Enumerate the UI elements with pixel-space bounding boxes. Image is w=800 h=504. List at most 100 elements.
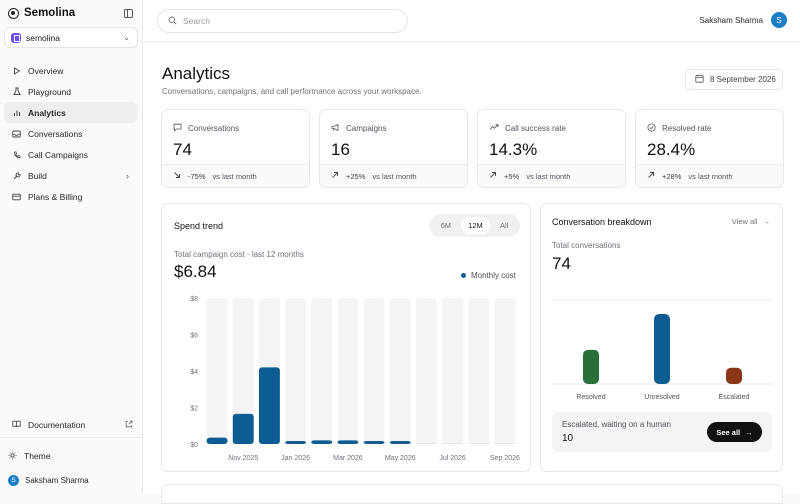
stat-card-conversations: Conversations 74 -75% vs last month: [161, 109, 310, 188]
stat-footer: +28% vs last month: [636, 164, 783, 187]
stat-footer: -75% vs last month: [162, 164, 309, 187]
bar: [285, 441, 307, 444]
sidebar-item-overview[interactable]: Overview: [4, 60, 137, 81]
x-tick-label: Jan 2026: [281, 455, 310, 462]
trend-up-right-icon: [489, 171, 497, 181]
date-picker-button[interactable]: 8 September 2026: [685, 69, 783, 90]
arrow-right-icon: →: [745, 427, 753, 437]
bar-track: [494, 298, 516, 444]
range-6m[interactable]: 6M: [440, 221, 452, 230]
bar-chart-icon: [12, 109, 21, 117]
stat-value: 74: [173, 140, 192, 159]
sidebar-item-label: Analytics: [28, 107, 66, 118]
bar-track: [389, 298, 411, 444]
workspace-switcher[interactable]: semolina ⌄: [4, 27, 138, 48]
stat-footer: +5% vs last month: [478, 164, 625, 187]
bar: [583, 349, 599, 384]
x-tick-label: May 2026: [385, 455, 416, 462]
category-label: Resolved: [576, 394, 605, 401]
user-menu[interactable]: Saksham Sharma S: [699, 12, 787, 28]
stat-value: 14.3%: [489, 140, 538, 159]
topbar: Saksham Sharma S: [143, 0, 800, 42]
y-tick-label: $0: [190, 442, 198, 449]
sidebar-item-label: Build: [28, 170, 47, 181]
brand[interactable]: Semolina: [8, 7, 75, 19]
conversation-breakdown-card: Conversation breakdown View all → Total …: [540, 203, 783, 472]
book-icon: [12, 420, 21, 430]
stat-note: vs last month: [688, 171, 733, 181]
stat-value: 16: [331, 140, 350, 159]
x-tick-label: Nov 2025: [228, 455, 258, 462]
bar: [258, 367, 280, 444]
sidebar-user[interactable]: S Saksham Sharma: [4, 471, 89, 489]
bar: [232, 413, 254, 444]
megaphone-icon: [331, 123, 340, 134]
avatar: S: [8, 474, 19, 486]
documentation-link[interactable]: Documentation: [4, 416, 137, 434]
search-box[interactable]: [157, 9, 408, 33]
sidebar-toggle-icon[interactable]: [124, 9, 133, 18]
bar: [494, 443, 516, 444]
bar-track: [206, 298, 228, 444]
stat-card-call-success: Call success rate 14.3% +5% vs last mont…: [477, 109, 626, 188]
legend-label: Monthly cost: [471, 271, 516, 280]
legend-swatch: [461, 273, 466, 278]
see-all-label: See all: [716, 427, 741, 437]
flask-icon: [12, 87, 21, 96]
workspace-icon: [11, 32, 21, 43]
sidebar-item-plans-billing[interactable]: Plans & Billing: [4, 186, 137, 207]
search-input[interactable]: [183, 16, 383, 26]
trend-up-icon: [489, 123, 499, 133]
spend-title: Spend trend: [174, 221, 224, 231]
bar-track: [415, 298, 437, 444]
credit-card-icon: [12, 193, 21, 201]
sidebar-item-conversations[interactable]: Conversations: [4, 123, 137, 144]
bar: [442, 443, 464, 444]
chevron-right-icon: ›: [126, 170, 129, 181]
lower-card: [161, 484, 783, 504]
stat-delta: +28%: [662, 171, 682, 181]
date-label: 8 September 2026: [710, 75, 776, 84]
spend-caption: Total campaign cost · last 12 months: [174, 250, 304, 259]
stat-footer: +25% vs last month: [320, 164, 467, 187]
bar-track: [285, 298, 307, 444]
bar: [337, 440, 359, 444]
sidebar-item-analytics[interactable]: Analytics: [4, 102, 137, 123]
sidebar-item-label: Overview: [28, 65, 64, 76]
sidebar-item-build[interactable]: Build ›: [4, 165, 137, 186]
bar: [415, 443, 437, 444]
chart-legend: Monthly cost: [461, 271, 516, 280]
page-subtitle: Conversations, campaigns, and call perfo…: [162, 87, 422, 96]
check-circle-icon: [647, 123, 656, 134]
stat-label: Resolved rate: [662, 124, 712, 133]
range-all[interactable]: All: [500, 221, 509, 230]
chevron-down-icon: ⌄: [123, 33, 130, 42]
stat-label-row: Campaigns: [331, 123, 386, 134]
bar-track: [232, 298, 254, 444]
breakdown-bar-chart: Resolved Unresolved Escalated: [552, 299, 773, 401]
range-12m[interactable]: 12M: [461, 217, 490, 234]
stat-label: Conversations: [188, 124, 240, 133]
documentation-label: Documentation: [28, 420, 86, 430]
stat-note: vs last month: [212, 171, 257, 181]
search-icon: [168, 12, 177, 30]
stat-delta: +25%: [346, 171, 366, 181]
breakdown-caption: Total conversations: [552, 241, 621, 250]
range-selector: 6M 12M All: [429, 214, 520, 237]
bar: [654, 314, 670, 384]
breakdown-title: Conversation breakdown: [552, 217, 652, 227]
trend-down-icon: [173, 171, 181, 181]
view-all-link[interactable]: View all →: [732, 217, 770, 226]
trend-up-right-icon: [647, 171, 655, 181]
sidebar-item-playground[interactable]: Playground: [4, 81, 137, 102]
sidebar-item-call-campaigns[interactable]: Call Campaigns: [4, 144, 137, 165]
user-name: Saksham Sharma: [699, 15, 763, 25]
theme-toggle[interactable]: Theme: [4, 447, 50, 465]
bar-track: [363, 298, 385, 444]
sidebar-divider: [0, 437, 143, 438]
sidebar-nav: Overview Playground Analytics Conversati…: [4, 60, 137, 207]
category-label: Escalated: [719, 394, 750, 401]
stat-label-row: Call success rate: [489, 123, 566, 133]
see-all-button[interactable]: See all →: [707, 422, 762, 442]
bar-track: [311, 298, 333, 444]
